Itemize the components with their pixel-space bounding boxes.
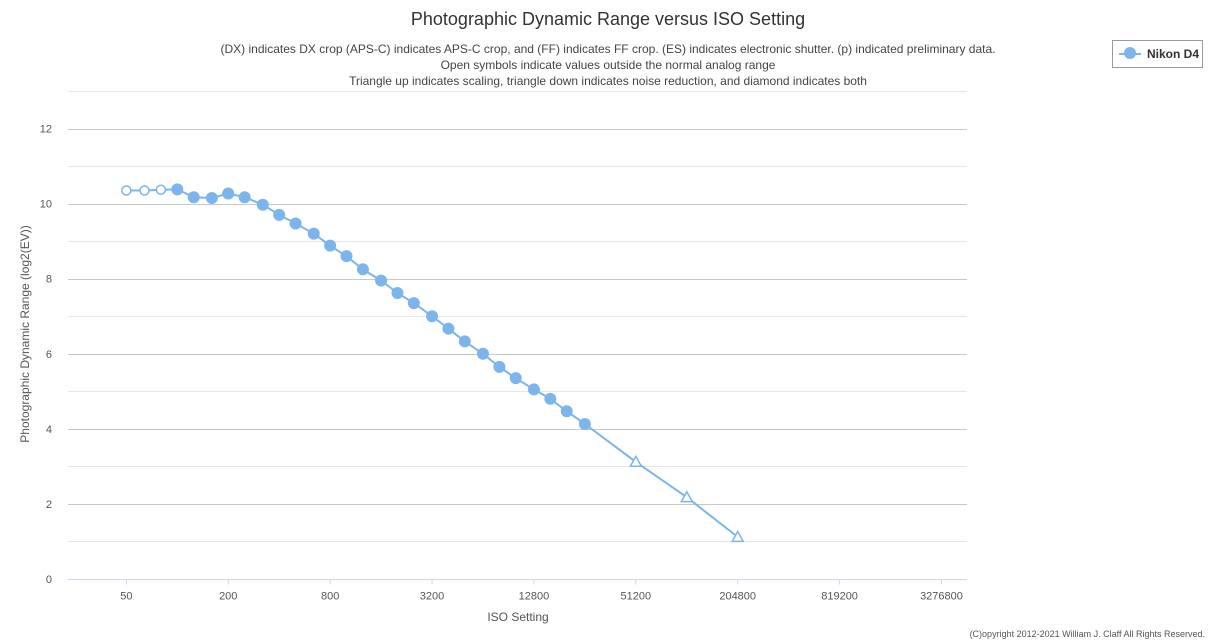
data-point-open-circle[interactable] — [155, 184, 167, 195]
x-tick-label: 51200 — [621, 591, 652, 603]
data-point-circle[interactable] — [442, 322, 455, 335]
x-axis-ticks: 50 200 800 3200 12800 51200 204800 819200 327680… — [120, 579, 963, 603]
chart-subtitle-line-3: Triangle up indicates scaling, triangle … — [349, 74, 867, 88]
y-tick-label: 8 — [46, 274, 52, 286]
data-point-circle[interactable] — [509, 372, 522, 385]
data-point-circle[interactable] — [273, 208, 286, 221]
grid-lines — [68, 91, 967, 542]
data-point-circle[interactable] — [171, 183, 184, 196]
data-point-circle[interactable] — [391, 286, 404, 299]
x-tick-label: 819200 — [821, 591, 858, 603]
legend-label: Nikon D4 — [1147, 47, 1200, 61]
data-point-circle[interactable] — [407, 297, 420, 310]
data-point-circle[interactable] — [560, 405, 573, 418]
data-point-circle[interactable] — [426, 310, 439, 323]
data-point-circle[interactable] — [307, 227, 320, 240]
x-tick-label: 50 — [120, 591, 132, 603]
copyright-credit: (C)opyright 2012-2021 William J. Claff A… — [970, 629, 1205, 639]
data-point-open-triangle[interactable] — [730, 529, 745, 543]
data-point-circle[interactable] — [493, 360, 506, 373]
data-point-circle[interactable] — [340, 250, 353, 263]
data-point-open-triangle[interactable] — [629, 454, 643, 468]
chart-subtitle-line-2: Open symbols indicate values outside the… — [441, 58, 776, 72]
legend-marker-icon — [1119, 47, 1141, 61]
data-point-open-circle[interactable] — [139, 185, 150, 196]
data-point-open-circle[interactable] — [121, 185, 132, 196]
data-point-open-triangle[interactable] — [680, 490, 694, 503]
legend-circle-swatch — [1124, 47, 1136, 59]
y-tick-label: 6 — [46, 349, 52, 361]
y-tick-label: 2 — [46, 499, 52, 511]
data-point-circle[interactable] — [527, 383, 540, 396]
series-nikon-d4 — [121, 183, 745, 543]
y-axis-ticks: 0 2 4 6 8 10 12 — [40, 124, 52, 586]
data-point-circle[interactable] — [356, 263, 369, 276]
data-point-circle[interactable] — [187, 191, 200, 204]
y-tick-label: 4 — [46, 424, 52, 436]
y-axis-title: Photographic Dynamic Range (log2(EV)) — [18, 225, 32, 442]
data-point-circle[interactable] — [476, 347, 489, 360]
data-point-circle[interactable] — [222, 187, 235, 200]
x-tick-label: 800 — [321, 591, 339, 603]
data-point-circle[interactable] — [578, 417, 591, 430]
data-point-circle[interactable] — [324, 239, 337, 252]
x-tick-label: 3276800 — [920, 591, 963, 603]
chart-title: Photographic Dynamic Range versus ISO Se… — [411, 9, 805, 29]
data-point-circle[interactable] — [458, 335, 471, 348]
x-tick-label: 12800 — [519, 591, 550, 603]
y-tick-label: 10 — [40, 199, 52, 211]
data-point-circle[interactable] — [238, 191, 251, 204]
data-point-circle[interactable] — [375, 274, 388, 287]
x-tick-label: 3200 — [420, 591, 444, 603]
y-tick-label: 12 — [40, 124, 52, 136]
data-point-circle[interactable] — [289, 217, 302, 230]
data-point-circle[interactable] — [544, 392, 557, 405]
x-tick-label: 200 — [219, 591, 237, 603]
x-axis-title: ISO Setting — [487, 610, 548, 624]
chart-subtitle-line-1: (DX) indicates DX crop (APS-C) indicates… — [221, 42, 996, 56]
y-tick-label: 0 — [46, 574, 52, 586]
legend-item-nikon-d4[interactable]: Nikon D4 — [1112, 40, 1203, 68]
x-tick-label: 204800 — [719, 591, 756, 603]
data-point-circle[interactable] — [256, 198, 269, 211]
data-point-circle[interactable] — [205, 191, 218, 204]
